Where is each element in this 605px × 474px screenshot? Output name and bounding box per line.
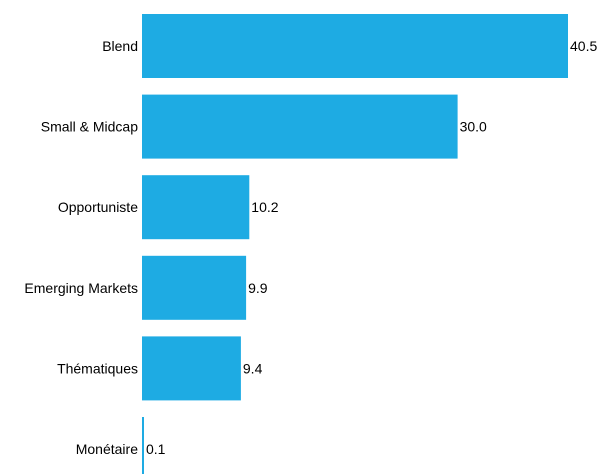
bar-thematiques — [142, 336, 241, 401]
bar-opportuniste — [142, 175, 250, 240]
value-label-opportuniste: 10.2 — [251, 199, 278, 215]
value-label-thematiques: 9.4 — [243, 360, 263, 376]
bars-group — [142, 14, 568, 474]
bar-monetaire — [142, 417, 144, 474]
bar-blend — [142, 14, 568, 78]
category-label-opportuniste: Opportuniste — [58, 199, 138, 215]
value-label-blend: 40.5 — [570, 38, 597, 54]
bar-small-midcap — [142, 94, 458, 159]
value-label-monetaire: 0.1 — [146, 441, 166, 457]
value-label-small-midcap: 30.0 — [460, 119, 487, 135]
category-label-monetaire: Monétaire — [76, 441, 138, 457]
value-label-emerging-markets: 9.9 — [248, 280, 268, 296]
category-label-emerging-markets: Emerging Markets — [24, 280, 138, 296]
category-labels-group: Blend Small & Midcap Opportuniste Emerging … — [24, 38, 138, 457]
category-label-thematiques: Thématiques — [57, 360, 138, 376]
category-label-small-midcap: Small & Midcap — [41, 119, 138, 135]
value-labels-group: 40.5 30.0 10.2 9.9 9.4 0.1 — [146, 38, 597, 457]
category-label-blend: Blend — [102, 38, 138, 54]
bar-emerging-markets — [142, 255, 247, 320]
